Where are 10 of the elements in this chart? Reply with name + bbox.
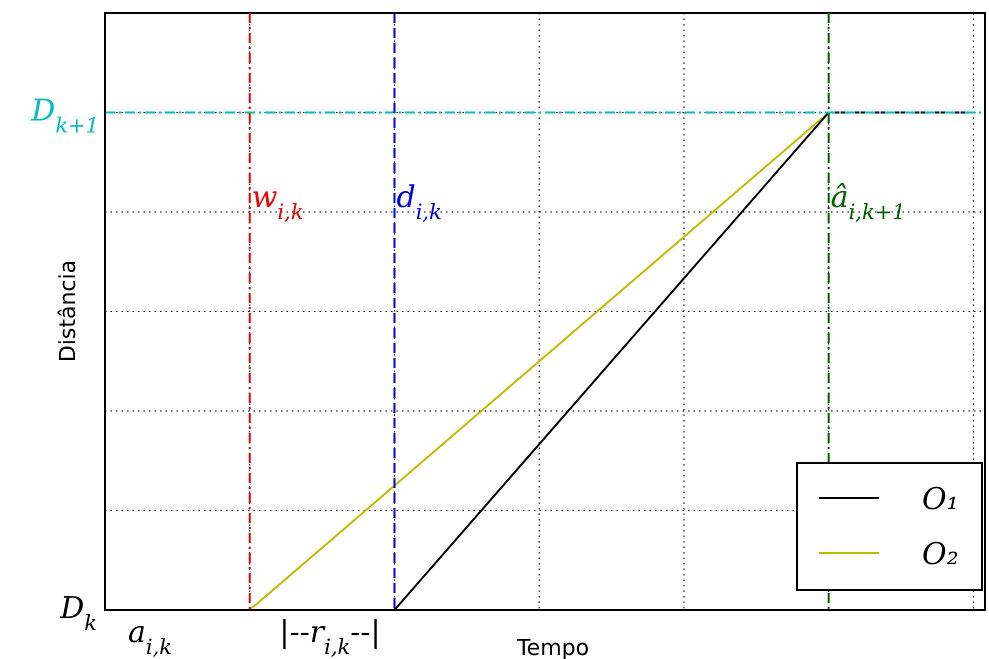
text: D$_{k}$ (59, 591, 97, 635)
annotation: d$_{i,k}$ (396, 180, 442, 224)
text: a$_{i,k}$ (128, 615, 172, 659)
ref-line-label: D$_{k+1}$ (30, 94, 99, 138)
annotation: â$_{i,k+1}$ (830, 180, 906, 224)
legend-label: O₂ (922, 537, 959, 572)
y-axis-title: Distância (56, 260, 81, 362)
annotation: w$_{i,k}$ (252, 180, 304, 224)
legend-label: O₁ (922, 482, 959, 517)
text: |--r$_{i,k}$--| (279, 615, 381, 659)
